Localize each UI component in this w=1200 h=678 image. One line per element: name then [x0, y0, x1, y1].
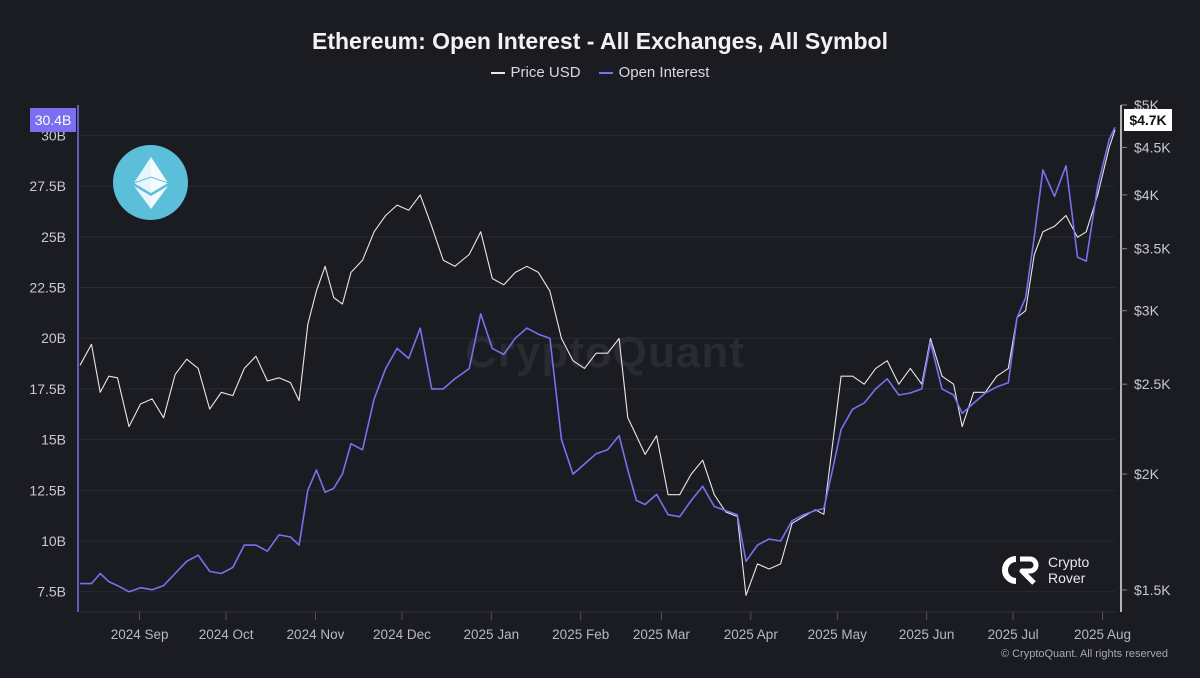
left-tick-label: 15B	[41, 432, 66, 448]
right-tick-label: $2.5K	[1134, 376, 1171, 392]
legend-item-open-interest[interactable]: Open Interest	[598, 64, 710, 81]
left-tick-label: 27.5B	[29, 178, 66, 194]
current-open-interest-badge: 30.4B	[30, 108, 76, 132]
legend-label-open-interest: Open Interest	[618, 64, 710, 81]
grid	[80, 134, 1115, 593]
legend-item-price[interactable]: Price USD	[490, 64, 581, 81]
right-tick-label: $4.5K	[1134, 139, 1171, 155]
x-tick-label: 2024 Oct	[199, 627, 254, 642]
brand-line-1: Crypto	[1048, 554, 1090, 570]
x-axis-ticks: 2024 Sep 2024 Oct 2024 Nov 2024 Dec 2025 Jan…	[80, 611, 1131, 642]
x-tick-label: 2025 Feb	[552, 627, 609, 642]
right-tick-label: $3.5K	[1134, 241, 1171, 257]
x-tick-label: 2025 Aug	[1074, 627, 1131, 642]
right-tick-label: $2K	[1134, 466, 1160, 482]
legend-swatch-open-interest	[598, 71, 613, 74]
x-tick-label: 2025 May	[808, 627, 868, 642]
left-tick-label: 12.5B	[29, 482, 66, 498]
series-line-price	[79, 129, 1116, 596]
left-tick-label: 10B	[41, 533, 66, 549]
current-price-badge: $4.7K	[1124, 109, 1172, 131]
watermark: CryptoQuant	[465, 328, 745, 377]
left-tick-label: 7.5B	[37, 584, 66, 600]
chart-title: Ethereum: Open Interest - All Exchanges,…	[312, 28, 888, 54]
x-tick-label: 2024 Nov	[287, 627, 345, 642]
legend-label-price: Price USD	[510, 64, 581, 81]
left-tick-label: 17.5B	[29, 381, 66, 397]
right-tick-label: $1.5K	[1134, 582, 1171, 598]
left-tick-label: 25B	[41, 229, 66, 245]
series-layer	[79, 126, 1116, 596]
crypto-rover-brand: Crypto Rover	[1000, 554, 1089, 586]
right-axis-ticks: $1.5K$2K$2.5K$3K$3.5K$4K$4.5K$5K	[1121, 97, 1171, 598]
legend: Price USD Open Interest	[0, 64, 1200, 81]
crypto-rover-logo-icon	[1002, 556, 1039, 585]
x-tick-label: 2025 Jul	[988, 627, 1039, 642]
brand-line-2: Rover	[1048, 570, 1086, 586]
left-tick-label: 20B	[41, 330, 66, 346]
x-tick-label: 2024 Sep	[111, 627, 169, 642]
x-tick-label: 2025 Apr	[724, 627, 779, 642]
x-tick-label: 2025 Jun	[899, 627, 955, 642]
x-tick-label: 2025 Mar	[633, 627, 691, 642]
ethereum-icon	[113, 145, 188, 220]
copyright: © CryptoQuant. All rights reserved	[1000, 648, 1168, 660]
right-tick-label: $4K	[1134, 187, 1160, 203]
left-tick-label: 22.5B	[29, 280, 66, 296]
x-tick-label: 2024 Dec	[373, 627, 431, 642]
legend-swatch-price	[490, 71, 505, 74]
crypto-rover-text: Crypto Rover	[1048, 554, 1089, 586]
x-tick-label: 2025 Jan	[464, 627, 520, 642]
series-line-open-interest	[80, 126, 1116, 593]
right-tick-label: $3K	[1134, 303, 1160, 319]
